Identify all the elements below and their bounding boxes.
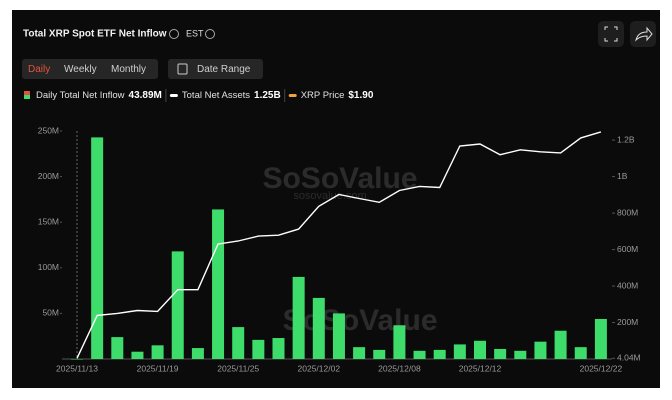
- bar[interactable]: [433, 349, 446, 359]
- bar[interactable]: [413, 350, 426, 359]
- legend-value: 1.25B: [254, 90, 281, 101]
- bar[interactable]: [212, 209, 225, 359]
- x-tick-label: 2025/12/22: [580, 363, 623, 373]
- x-tick-label: 2025/12/12: [459, 363, 502, 373]
- legend-label[interactable]: XRP Price: [301, 90, 345, 101]
- bar[interactable]: [131, 351, 144, 359]
- bar[interactable]: [353, 347, 366, 359]
- tab[interactable]: Weekly: [64, 64, 97, 75]
- bar[interactable]: [594, 318, 607, 359]
- calendar-icon: [177, 63, 188, 75]
- bar[interactable]: [453, 344, 466, 359]
- legend-value: 43.89M: [129, 90, 162, 101]
- y2-tick-label: 600M: [617, 244, 638, 254]
- bar[interactable]: [373, 349, 386, 359]
- date-range-label[interactable]: Date Range: [197, 64, 251, 75]
- y-tick-label: 50M: [42, 308, 59, 318]
- bar[interactable]: [252, 339, 265, 359]
- y-tick-label: 250M: [38, 125, 59, 135]
- date-range-button[interactable]: [168, 59, 263, 79]
- line: [76, 131, 602, 359]
- bar[interactable]: [272, 338, 285, 359]
- bar[interactable]: [554, 330, 567, 359]
- bar[interactable]: [494, 348, 507, 359]
- legend-swatch: [288, 94, 297, 97]
- legend-swatch: [24, 91, 30, 95]
- y2-tick-label: 800M: [617, 207, 638, 217]
- fullscreen-button[interactable]: [598, 21, 624, 47]
- y2-tick-label: 1B: [617, 171, 628, 181]
- watermark: SoSoValue: [282, 304, 437, 337]
- bar[interactable]: [171, 251, 184, 359]
- legend-swatch: [24, 95, 30, 99]
- bar[interactable]: [292, 276, 305, 359]
- bar[interactable]: [514, 350, 527, 359]
- x-tick-label: 2025/11/19: [137, 363, 179, 373]
- bar[interactable]: [393, 325, 406, 359]
- legend-swatch: [169, 94, 178, 97]
- bar[interactable]: [111, 337, 124, 359]
- y2-tick-label: 200M: [617, 317, 638, 327]
- bar[interactable]: [474, 340, 486, 359]
- y2-tick-label: 4.04M: [617, 353, 641, 363]
- x-tick-label: 2025/11/25: [217, 363, 259, 373]
- tab[interactable]: Monthly: [111, 64, 146, 75]
- y-tick-label: 200M: [38, 171, 59, 181]
- share-icon: [635, 26, 653, 42]
- x-tick-label: 2025/11/13: [56, 363, 98, 373]
- bar[interactable]: [534, 341, 547, 359]
- legend-label[interactable]: Daily Total Net Inflow: [36, 90, 125, 101]
- y2-tick-label: 400M: [617, 280, 638, 290]
- watermark: SoSoValue: [262, 162, 417, 195]
- x-tick-label: 2025/12/08: [378, 363, 421, 373]
- y-tick-label: 150M: [38, 216, 59, 226]
- bar[interactable]: [71, 359, 83, 360]
- x-tick-label: 2025/12/02: [298, 363, 341, 373]
- bar[interactable]: [91, 137, 104, 359]
- bar[interactable]: [232, 327, 245, 359]
- bar[interactable]: [332, 313, 345, 359]
- legend-value: $1.90: [348, 90, 373, 101]
- bar[interactable]: [151, 345, 164, 359]
- y2-tick-label: 1.2B: [617, 134, 635, 144]
- title: Total XRP Spot ETF Net Inflow: [23, 29, 167, 40]
- watermark-url: sosovalue.com: [293, 190, 366, 202]
- bar[interactable]: [312, 297, 325, 359]
- tab-group: [22, 59, 158, 79]
- fullscreen-icon: [604, 26, 618, 42]
- share-button[interactable]: [630, 21, 656, 47]
- tab[interactable]: Daily: [28, 64, 50, 75]
- info-icon[interactable]: [169, 29, 215, 39]
- bar[interactable]: [574, 347, 587, 359]
- legend-label[interactable]: Total Net Assets: [182, 90, 250, 101]
- y-tick-label: 100M: [38, 262, 59, 272]
- bar[interactable]: [191, 348, 204, 359]
- timezone[interactable]: EST: [186, 28, 204, 38]
